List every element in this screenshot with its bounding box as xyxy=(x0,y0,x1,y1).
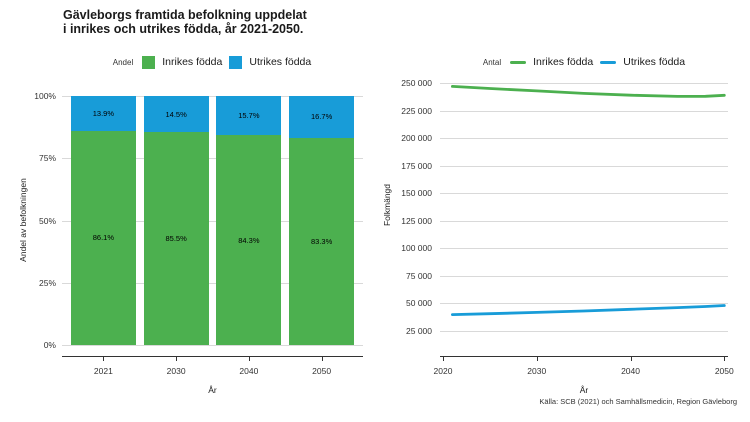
line-chart-legend: Antal Inrikes födda Utrikes födda xyxy=(440,55,728,69)
x-axis-line xyxy=(440,356,728,357)
gridline xyxy=(440,165,728,167)
gridline xyxy=(440,331,728,333)
x-axis-line xyxy=(62,356,363,357)
x-tick-label: 2040 xyxy=(239,366,259,376)
gridline xyxy=(440,193,728,195)
y-tick-label: 225 000 xyxy=(401,105,432,116)
bar-segment-inrikes-2021: 86.1% xyxy=(70,130,136,345)
bar-segment-utrikes-2021: 13.9% xyxy=(70,96,136,131)
bar-segment-utrikes-2030: 14.5% xyxy=(143,96,209,133)
chart-title: Gävleborgs framtida befolkning uppdelat … xyxy=(63,8,307,36)
x-tick xyxy=(630,356,632,361)
x-tick xyxy=(103,356,105,361)
gridline xyxy=(440,303,728,305)
bar-chart-bars: 13.9% 86.1% 14.5% 85.5% 15.7% 84.3% 16.7% 83.3% xyxy=(67,96,358,345)
bar-chart-y-axis-title: Andel av befolkningen xyxy=(18,178,28,262)
line-utrikes xyxy=(450,304,726,317)
bar-2040: 15.7% 84.3% xyxy=(216,96,282,345)
y-tick-label: 50 000 xyxy=(406,298,432,309)
y-tick-label: 125 000 xyxy=(401,215,432,226)
legend-label-inrikes-line: Inrikes födda xyxy=(533,56,594,68)
gridline xyxy=(440,110,728,112)
bar-segment-inrikes-2030: 85.5% xyxy=(143,132,209,345)
y-tick-label: 250 000 xyxy=(401,78,432,88)
gridline xyxy=(62,96,363,97)
x-tick xyxy=(321,356,323,361)
gridline xyxy=(440,138,728,140)
x-tick xyxy=(443,356,444,361)
chart-title-line2: i inrikes och utrikes födda, år 2021-205… xyxy=(63,22,304,36)
x-tick-label: 2030 xyxy=(527,366,547,376)
utrikes-fodda-line-swatch xyxy=(600,60,617,64)
bar-segment-inrikes-2040: 84.3% xyxy=(216,135,282,345)
x-tick-label: 2020 xyxy=(433,366,453,376)
y-tick-label: 100 000 xyxy=(401,243,432,254)
y-tick-label: 200 000 xyxy=(401,133,432,144)
legend-label-utrikes: Utrikes födda xyxy=(249,56,312,68)
line-chart-y-axis-title: Folkmängd xyxy=(382,183,392,227)
bar-chart-legend: Andel Inrikes födda Utrikes födda xyxy=(42,55,382,69)
inrikes-fodda-line-swatch xyxy=(510,60,527,64)
x-tick-label: 2021 xyxy=(93,366,113,376)
y-tick-label: 50% xyxy=(38,215,56,226)
x-tick-label: 2050 xyxy=(714,366,734,376)
bar-segment-inrikes-2050: 83.3% xyxy=(289,137,355,345)
y-tick-label: 75 000 xyxy=(406,270,432,281)
gridline xyxy=(62,345,363,346)
inrikes-fodda-square-swatch xyxy=(142,55,156,69)
source-caption: Källa: SCB (2021) och Samhällsmedicin, R… xyxy=(539,397,737,406)
y-tick-label: 150 000 xyxy=(401,188,432,199)
legend-prefix-antal: Antal xyxy=(482,57,502,67)
gridline xyxy=(440,220,728,222)
line-chart-x-axis-title: År xyxy=(579,385,589,395)
bar-2021: 13.9% 86.1% xyxy=(70,96,136,345)
y-tick-label: 25% xyxy=(38,277,56,288)
x-tick xyxy=(724,356,726,361)
utrikes-fodda-square-swatch xyxy=(229,55,243,69)
bar-segment-utrikes-2050: 16.7% xyxy=(289,96,355,138)
bar-chart-plot-area xyxy=(62,96,363,346)
x-tick-label: 2030 xyxy=(166,366,186,376)
gridline xyxy=(62,158,363,160)
bar-2030: 14.5% 85.5% xyxy=(143,96,209,345)
x-tick xyxy=(536,356,538,361)
bar-chart-x-axis-title: År xyxy=(208,385,217,395)
y-tick-label: 75% xyxy=(38,153,56,164)
line-inrikes xyxy=(450,85,726,98)
x-tick-label: 2050 xyxy=(312,366,332,376)
y-tick-label: 100% xyxy=(34,91,56,101)
x-tick xyxy=(176,356,178,361)
x-tick-label: 2040 xyxy=(621,366,640,376)
y-tick-label: 175 000 xyxy=(401,160,432,171)
gridline xyxy=(440,275,728,277)
legend-prefix-andel: Andel xyxy=(112,57,134,67)
x-tick xyxy=(248,356,250,361)
chart-title-line1: Gävleborgs framtida befolkning uppdelat xyxy=(63,8,307,22)
gridline xyxy=(62,282,363,284)
y-tick-label: 25 000 xyxy=(406,326,432,337)
legend-label-inrikes: Inrikes födda xyxy=(162,56,223,68)
bar-segment-utrikes-2040: 15.7% xyxy=(216,96,282,136)
gridline xyxy=(440,83,728,84)
legend-label-utrikes-line: Utrikes födda xyxy=(623,56,686,68)
gridline xyxy=(440,248,728,250)
y-tick-label: 0% xyxy=(43,340,56,350)
bar-2050: 16.7% 83.3% xyxy=(289,96,355,345)
gridline xyxy=(62,220,363,222)
